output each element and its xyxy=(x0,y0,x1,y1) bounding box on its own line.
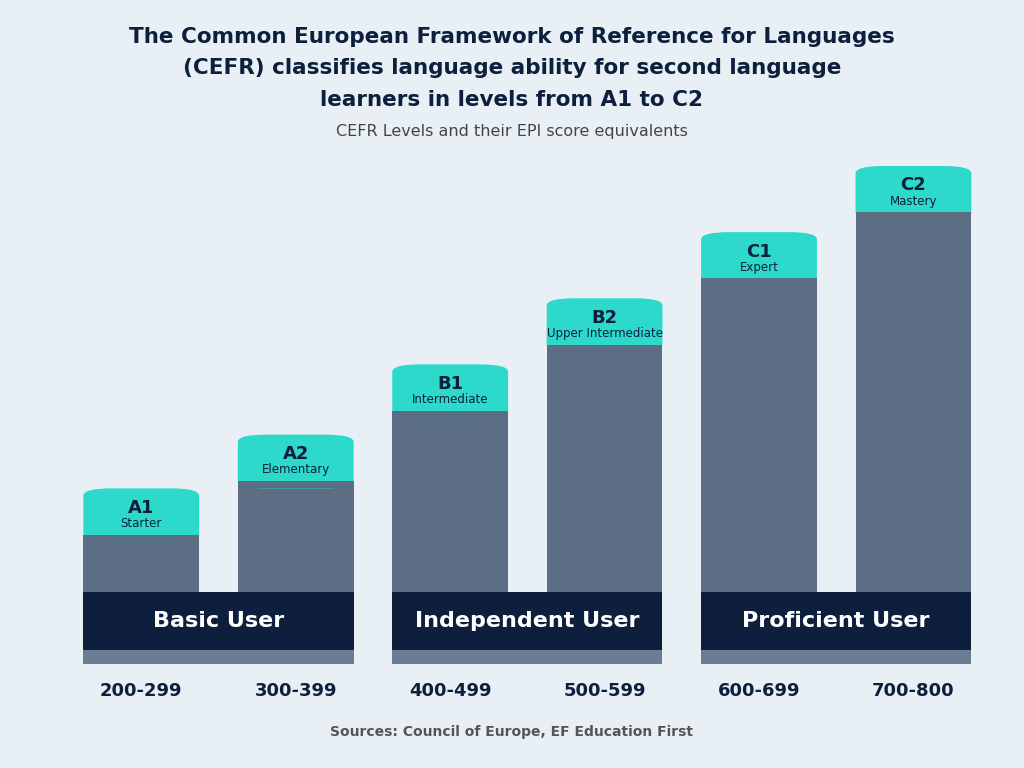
Text: Basic User: Basic User xyxy=(153,611,284,631)
Bar xyxy=(701,650,972,664)
FancyBboxPatch shape xyxy=(238,435,353,488)
FancyBboxPatch shape xyxy=(83,488,200,542)
FancyBboxPatch shape xyxy=(547,298,663,352)
Text: Proficient User: Proficient User xyxy=(742,611,930,631)
Bar xyxy=(392,591,663,650)
Text: B2: B2 xyxy=(592,309,617,326)
Bar xyxy=(238,488,353,591)
Text: (CEFR) classifies language ability for second language: (CEFR) classifies language ability for s… xyxy=(183,58,841,78)
Bar xyxy=(392,411,508,418)
Text: CEFR Levels and their EPI score equivalents: CEFR Levels and their EPI score equivale… xyxy=(336,124,688,140)
Bar xyxy=(392,650,663,664)
Bar xyxy=(701,591,972,650)
Text: A1: A1 xyxy=(128,498,155,517)
Text: Sources: Council of Europe, EF Education First: Sources: Council of Europe, EF Education… xyxy=(331,725,693,739)
Text: The Common European Framework of Reference for Languages: The Common European Framework of Referen… xyxy=(129,27,895,47)
FancyBboxPatch shape xyxy=(855,166,972,220)
Bar xyxy=(547,352,663,591)
Text: learners in levels from A1 to C2: learners in levels from A1 to C2 xyxy=(321,90,703,110)
FancyBboxPatch shape xyxy=(392,364,508,418)
Text: Elementary: Elementary xyxy=(261,463,330,476)
Bar xyxy=(392,418,508,591)
FancyBboxPatch shape xyxy=(701,232,817,286)
Text: Mastery: Mastery xyxy=(890,194,937,207)
Bar xyxy=(855,212,972,220)
Bar xyxy=(83,591,353,650)
Text: Intermediate: Intermediate xyxy=(412,393,488,406)
Text: Expert: Expert xyxy=(739,261,778,273)
Bar xyxy=(238,481,353,488)
Text: B1: B1 xyxy=(437,375,463,392)
Bar xyxy=(83,535,200,542)
Bar xyxy=(547,345,663,352)
Text: A2: A2 xyxy=(283,445,309,463)
Text: Starter: Starter xyxy=(121,517,162,530)
Bar xyxy=(701,279,817,286)
Text: Independent User: Independent User xyxy=(415,611,640,631)
Bar xyxy=(83,542,200,591)
Bar xyxy=(83,650,353,664)
Text: C1: C1 xyxy=(746,243,772,260)
Text: Upper Intermediate: Upper Intermediate xyxy=(547,327,663,340)
Bar xyxy=(701,286,817,591)
Text: C2: C2 xyxy=(900,177,927,194)
Bar xyxy=(855,220,972,591)
